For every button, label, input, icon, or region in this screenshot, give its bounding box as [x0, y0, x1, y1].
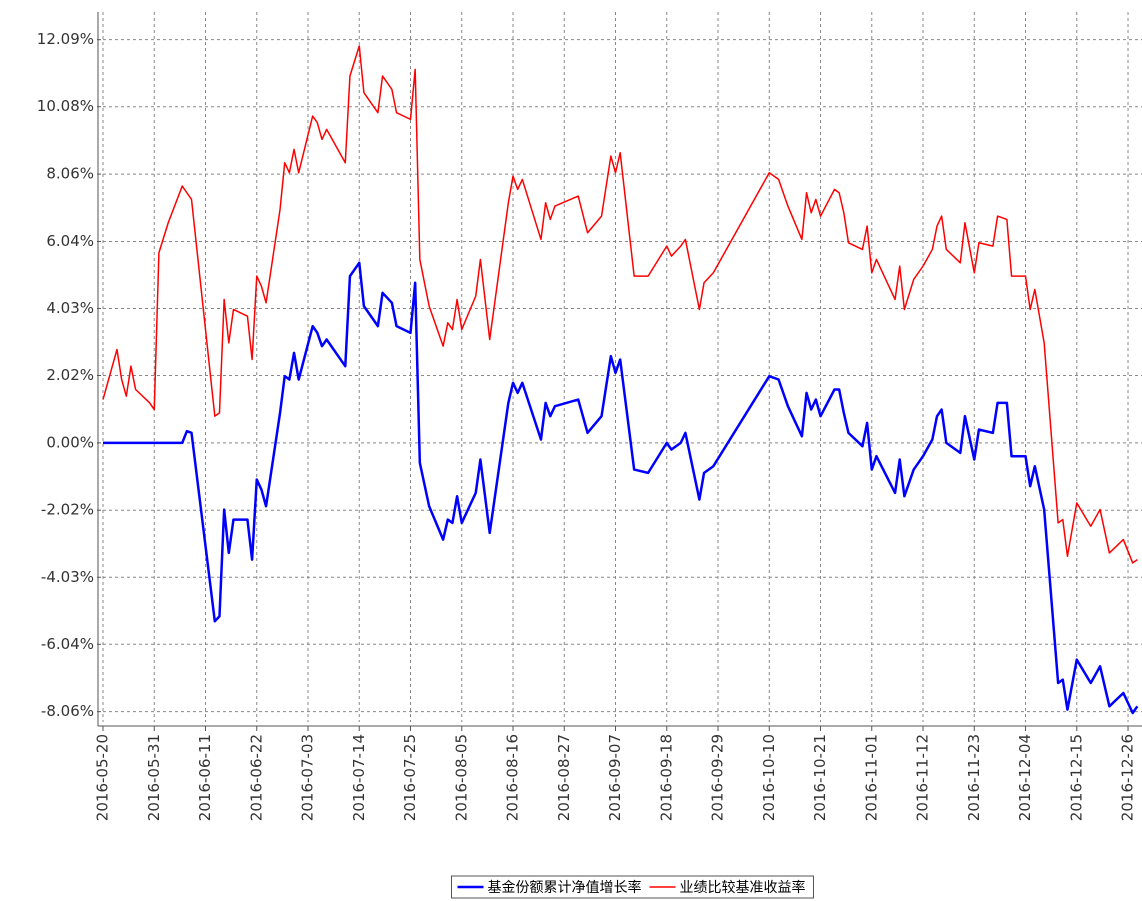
x-tick-label: 2016-08-16 [504, 734, 522, 821]
x-tick-label: 2016-11-23 [965, 734, 983, 821]
legend-label: 业绩比较基准收益率 [680, 879, 806, 896]
x-tick-label: 2016-12-15 [1067, 734, 1085, 821]
x-tick-label: 2016-07-25 [401, 734, 419, 821]
y-tick-label: 2.02% [46, 366, 94, 384]
y-tick-label: -4.03% [41, 568, 94, 586]
y-tick-label: 0.00% [46, 433, 94, 451]
y-tick-label: -2.02% [41, 501, 94, 519]
legend-box [451, 875, 814, 899]
series-line [103, 261, 1139, 715]
x-tick-label: 2016-10-21 [811, 734, 829, 821]
legend-label: 基金份额累计净值增长率 [488, 879, 642, 896]
x-tick-label: 2016-12-26 [1119, 734, 1137, 821]
y-tick-label: 10.08% [37, 97, 94, 115]
legend: 基金份额累计净值增长率 业绩比较基准收益率 [451, 875, 814, 899]
x-tick-label: 2016-12-04 [1016, 734, 1034, 821]
y-tick-label: -6.04% [41, 635, 94, 653]
x-tick-label: 2016-09-18 [657, 734, 675, 821]
y-tick-label: -8.06% [41, 702, 94, 720]
y-tick-label: 12.09% [37, 30, 94, 48]
x-tick-label: 2016-08-27 [555, 734, 573, 821]
x-tick-label: 2016-07-14 [350, 734, 368, 821]
x-tick-label: 2016-10-10 [760, 734, 778, 821]
x-tick-label: 2016-06-22 [247, 734, 265, 821]
x-tick-label: 2016-11-12 [914, 734, 932, 821]
x-tick-label: 2016-05-20 [94, 734, 112, 821]
x-tick-label: 2016-09-29 [709, 734, 727, 821]
x-tick-label: 2016-07-03 [299, 734, 317, 821]
y-tick-label: 4.03% [46, 299, 94, 317]
x-tick-label: 2016-05-31 [145, 734, 163, 821]
y-tick-label: 8.06% [46, 165, 94, 183]
x-tick-label: 2016-11-01 [862, 734, 880, 821]
x-tick-label: 2016-09-07 [606, 734, 624, 821]
y-tick-label: 6.04% [46, 232, 94, 250]
x-tick-label: 2016-06-11 [196, 734, 214, 821]
x-tick-label: 2016-08-05 [452, 734, 470, 821]
series-line [102, 45, 1138, 564]
